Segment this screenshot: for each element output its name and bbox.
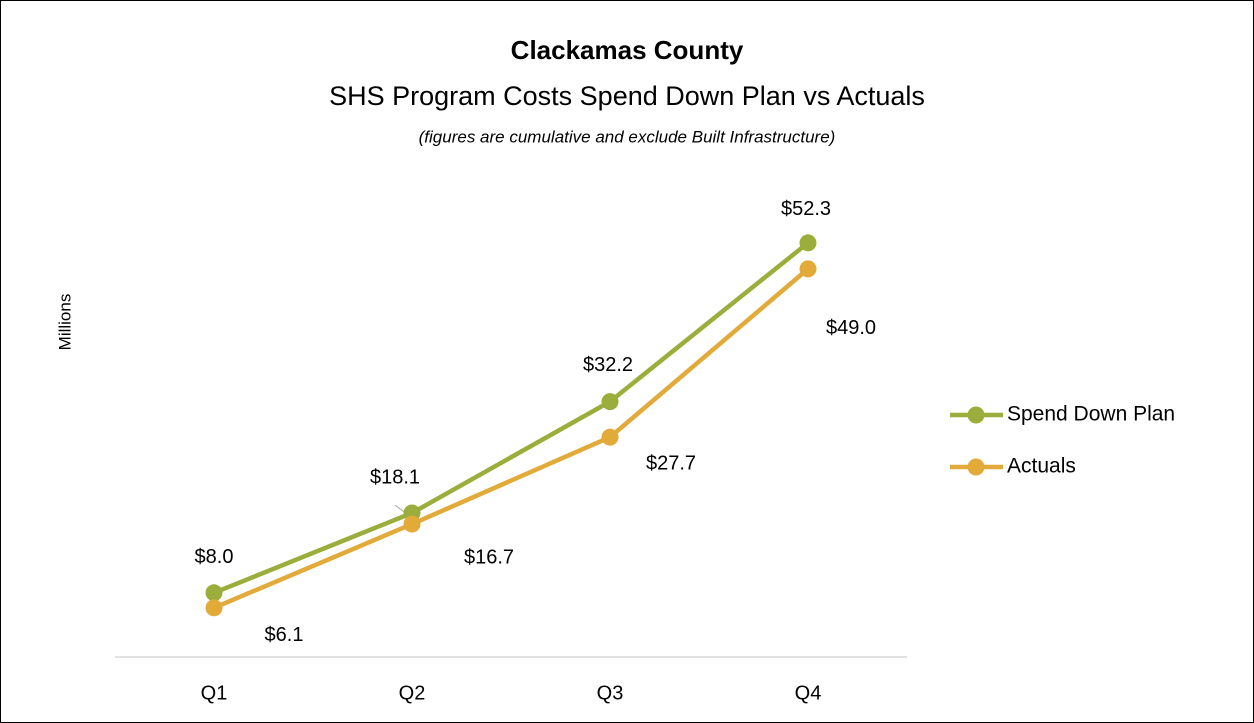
x-tick-label: Q1 bbox=[201, 682, 228, 704]
data-label: $8.0 bbox=[195, 546, 234, 568]
chart-title: Clackamas County bbox=[511, 35, 744, 65]
series-marker bbox=[205, 584, 223, 602]
legend-label: Spend Down Plan bbox=[1007, 403, 1175, 426]
data-label: $49.0 bbox=[826, 317, 876, 339]
data-label: $32.2 bbox=[583, 354, 633, 376]
data-label: $16.7 bbox=[464, 546, 514, 568]
series-marker bbox=[403, 515, 421, 533]
chart-note: (figures are cumulative and exclude Buil… bbox=[419, 127, 836, 146]
series-marker bbox=[799, 260, 817, 278]
x-tick-label: Q2 bbox=[399, 682, 426, 704]
x-tick-label: Q3 bbox=[597, 682, 624, 704]
series-marker bbox=[601, 393, 619, 411]
data-label: $18.1 bbox=[370, 466, 420, 488]
x-tick-label: Q4 bbox=[795, 682, 822, 704]
series-line bbox=[211, 266, 811, 611]
legend-marker bbox=[967, 406, 985, 424]
legend-marker bbox=[967, 458, 985, 476]
legend-label: Actuals bbox=[1007, 455, 1076, 478]
data-label: $52.3 bbox=[781, 198, 831, 220]
data-label: $6.1 bbox=[265, 624, 304, 646]
series-line bbox=[211, 240, 811, 596]
y-axis-label: Millions bbox=[55, 294, 74, 351]
series-marker bbox=[799, 234, 817, 252]
data-label: $27.7 bbox=[646, 452, 696, 474]
series-marker bbox=[601, 428, 619, 446]
chart-subtitle: SHS Program Costs Spend Down Plan vs Act… bbox=[329, 81, 925, 111]
series-marker bbox=[205, 599, 223, 617]
